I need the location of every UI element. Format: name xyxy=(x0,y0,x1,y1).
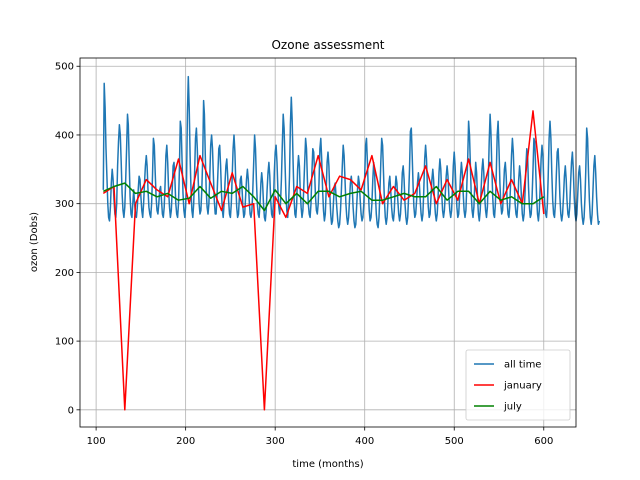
x-axis-label: time (months) xyxy=(292,459,363,470)
chart-title: Ozone assessment xyxy=(271,38,384,52)
axis-ticks: 100 200 300 400 500 600 0 100 200 300 400 500 xyxy=(55,62,553,447)
series-line-july xyxy=(102,182,545,212)
y-axis-label: ozon (Dobs) xyxy=(29,212,40,272)
y-tick-label-4: 400 xyxy=(55,130,74,141)
y-tick-label-3: 300 xyxy=(55,199,74,210)
legend-box xyxy=(465,349,571,421)
x-tick-label-1: 200 xyxy=(176,436,195,447)
y-tick-label-1: 100 xyxy=(55,337,74,348)
y-tick-label-5: 500 xyxy=(55,62,74,73)
legend-label-july: july xyxy=(503,402,522,413)
y-tick-label-2: 200 xyxy=(55,268,74,279)
plot-series xyxy=(102,75,601,411)
x-tick-label-3: 400 xyxy=(355,436,374,447)
x-tick-label-0: 100 xyxy=(87,436,106,447)
y-tick-label-0: 0 xyxy=(68,405,74,416)
legend-label-all-time: all time xyxy=(504,360,541,371)
x-tick-label-5: 600 xyxy=(534,436,553,447)
x-tick-label-2: 300 xyxy=(266,436,285,447)
x-tick-label-4: 500 xyxy=(445,436,464,447)
series-line-january xyxy=(102,110,545,411)
legend-label-january: january xyxy=(503,381,542,392)
axes-frame xyxy=(79,57,577,428)
legend: all time january july xyxy=(465,349,571,421)
